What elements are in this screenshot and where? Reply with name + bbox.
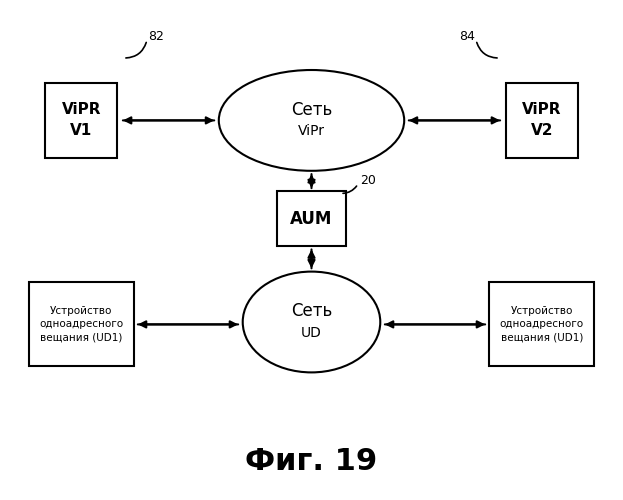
Text: ViPR: ViPR [62, 102, 101, 118]
Text: 84: 84 [459, 30, 475, 43]
Text: UD: UD [301, 326, 322, 340]
Text: 20: 20 [360, 174, 376, 187]
Text: V2: V2 [531, 124, 553, 138]
Ellipse shape [219, 70, 404, 171]
Text: V1: V1 [70, 124, 92, 138]
Text: ViPR: ViPR [522, 102, 561, 118]
Bar [277, 191, 346, 246]
Text: Устройство
одноадресного
вещания (UD1): Устройство одноадресного вещания (UD1) [39, 306, 123, 343]
Text: AUM: AUM [290, 210, 333, 228]
Text: Сеть: Сеть [291, 101, 332, 119]
Text: Фиг. 19: Фиг. 19 [245, 446, 378, 476]
Text: ViPr: ViPr [298, 124, 325, 138]
Bar [490, 282, 594, 366]
Ellipse shape [243, 272, 380, 372]
Text: Сеть: Сеть [291, 302, 332, 320]
Bar [45, 83, 117, 158]
Bar [506, 83, 578, 158]
Text: 82: 82 [148, 30, 164, 43]
Text: Устройство
одноадресного
вещания (UD1): Устройство одноадресного вещания (UD1) [500, 306, 584, 343]
Bar [29, 282, 133, 366]
